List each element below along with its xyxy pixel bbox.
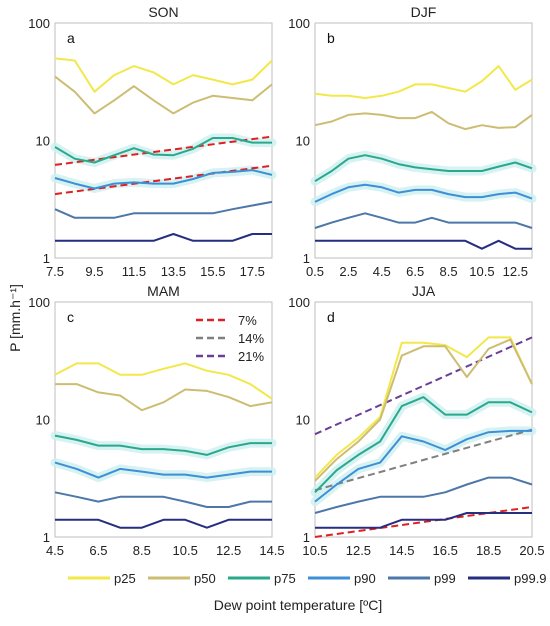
x-tick-label: 20.5: [519, 543, 544, 558]
series-line-p25: [54, 362, 273, 400]
series-line-p90: [314, 429, 532, 503]
series-line-p75: [54, 434, 272, 456]
series-line-p999: [315, 239, 532, 250]
x-tick-label: 10.5: [302, 543, 327, 558]
x-tick-label: 0.5: [306, 264, 324, 279]
x-tick-label: 15.5: [200, 264, 225, 279]
scaling-line-7pct: [54, 164, 273, 196]
x-tick-label: 10.5: [469, 264, 494, 279]
legend-label: p75: [274, 571, 296, 586]
x-tick-label: 12.5: [216, 543, 241, 558]
x-tick-label: 14.5: [389, 543, 414, 558]
legend-label: p25: [114, 571, 136, 586]
panel-djf: DJF b 1 10 100 0.5 2.5 4.5 6.5 8.5 10.5 12.5: [288, 4, 537, 279]
y-tick-label: 10: [296, 134, 310, 149]
panel-mam: MAM c 1 10 100 4.5 6.5 8.5 10.5 12.5 14.5: [28, 283, 284, 558]
series-line-p75: [54, 137, 272, 164]
x-tick-label: 13.5: [161, 264, 186, 279]
x-tick-label: 8.5: [439, 264, 457, 279]
x-tick-label: 12.5: [503, 264, 528, 279]
y-tick-label: 100: [28, 295, 50, 310]
panel-title: MAM: [147, 283, 180, 299]
series-line-p99: [314, 212, 533, 229]
scaling-legend-label: 21%: [238, 349, 264, 364]
x-tick-label: 4.5: [46, 543, 64, 558]
series-line-p90: [54, 169, 273, 190]
x-tick-label: 18.5: [476, 543, 501, 558]
panel-letter: a: [67, 30, 75, 46]
x-tick-label: 7.5: [46, 264, 64, 279]
legend-label: p90: [354, 571, 376, 586]
scaling-line-21pct: [314, 336, 533, 436]
x-tick-label: 8.5: [133, 543, 151, 558]
y-tick-label: 1: [43, 530, 50, 545]
x-tick-label: 10.5: [173, 543, 198, 558]
plot-frame: [54, 301, 273, 538]
y-tick-label: 100: [288, 16, 310, 31]
series-line-p99: [54, 491, 272, 508]
series-line-p75: [314, 396, 533, 494]
series-line-p99: [314, 476, 533, 514]
x-tick-label: 12.5: [346, 543, 371, 558]
x-tick-label: 16.5: [433, 543, 458, 558]
y-tick-label: 10: [296, 413, 310, 428]
x-axis-label: Dew point temperature [ºC]: [214, 597, 383, 613]
series-line-p50: [314, 338, 533, 482]
x-tick-label: 6.5: [406, 264, 424, 279]
panel-title: DJF: [411, 4, 437, 20]
x-tick-label: 9.5: [85, 264, 103, 279]
legend: p25 p50 p75 p90 p99 p99.9: [68, 571, 547, 586]
panel-title: SON: [148, 4, 178, 20]
series-line-p50: [54, 75, 273, 115]
plot-frame: [314, 301, 533, 538]
scaling-line-14pct: [314, 428, 533, 492]
y-tick-label: 1: [303, 251, 310, 266]
legend-label: p99: [434, 571, 456, 586]
series-line-p25: [314, 336, 533, 479]
y-tick-label: 10: [36, 413, 50, 428]
series-line-p90: [54, 461, 272, 479]
legend-label: p50: [194, 571, 216, 586]
scaling-line-7pct: [54, 135, 273, 166]
series-line-p999: [55, 518, 272, 529]
panel-title: JJA: [412, 283, 436, 299]
series-line-p999: [55, 233, 272, 242]
panel-letter: c: [67, 309, 74, 325]
plot-frame: [314, 22, 533, 259]
x-tick-label: 17.5: [240, 264, 265, 279]
series-band-p90: [50, 165, 277, 193]
panel-letter: d: [327, 309, 335, 325]
x-tick-label: 2.5: [339, 264, 357, 279]
y-axis-label: P [mm.h⁻¹]: [7, 284, 23, 352]
y-tick-label: 100: [28, 16, 50, 31]
panel-letter: b: [327, 30, 335, 46]
x-tick-label: 11.5: [122, 264, 146, 279]
x-tick-label: 6.5: [89, 543, 107, 558]
y-tick-label: 1: [303, 530, 310, 545]
series-line-p999: [315, 512, 532, 529]
series-line-p25: [314, 65, 533, 99]
x-tick-label: 14.5: [259, 543, 284, 558]
series-line-p50: [55, 383, 273, 412]
x-tick-label: 4.5: [373, 264, 391, 279]
series-line-p75: [314, 154, 533, 183]
scaling-legend-label: 7%: [238, 313, 257, 328]
y-tick-label: 1: [43, 251, 50, 266]
scaling-legend: 7% 14% 21%: [196, 313, 264, 364]
panel-jja: JJA d 1 10 100 10.5 12.5 14.5 16.5 18.5 20.5: [288, 283, 544, 558]
scaling-legend-label: 14%: [238, 331, 264, 346]
y-tick-label: 10: [36, 134, 50, 149]
series-line-p50: [314, 110, 533, 131]
panels-layer: SON a 1 10 100 7.5 9.5 11.5 13.5 15.5 17.5 DJF b 1 10 1…: [28, 4, 544, 558]
series-line-p25: [54, 57, 273, 93]
panel-son: SON a 1 10 100 7.5 9.5 11.5 13.5 15.5 17.5: [28, 4, 277, 279]
y-tick-label: 100: [288, 295, 310, 310]
series-line-p90: [314, 183, 533, 203]
legend-label: p99.9: [514, 571, 547, 586]
series-line-p99: [54, 200, 273, 219]
scaling-line-7pct: [314, 506, 533, 538]
series-band-p75: [50, 133, 277, 167]
